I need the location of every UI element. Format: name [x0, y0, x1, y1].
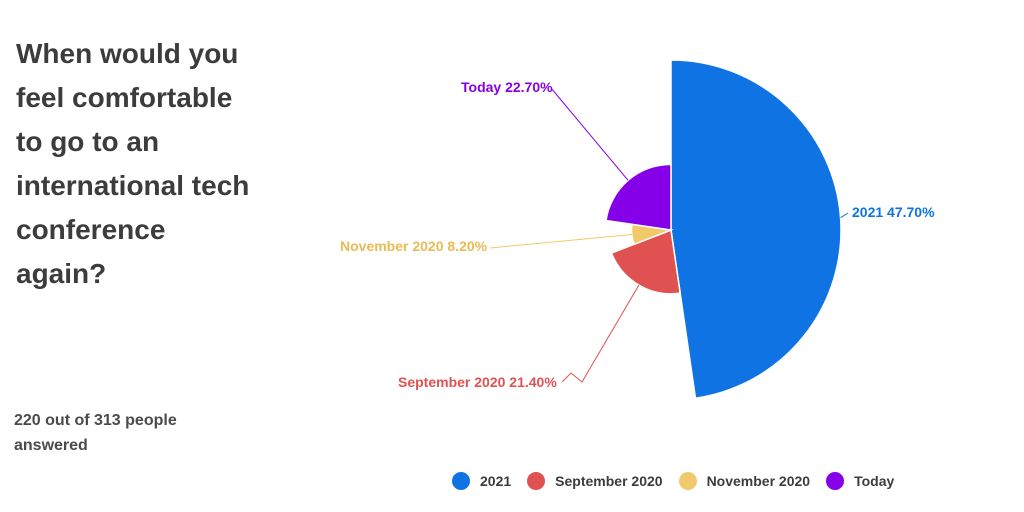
leader-line-2021	[840, 212, 849, 219]
data-label-september-2020: September 2020 21.40%	[398, 374, 557, 390]
question-title: When would you feel comfortable to go to…	[16, 38, 250, 289]
legend-label-today: Today	[854, 473, 895, 489]
leader-line-september-2020	[561, 284, 640, 383]
slice-september-2020[interactable]	[610, 228, 682, 295]
legend-label-september-2020: September 2020	[555, 473, 663, 489]
legend-item-2021[interactable]: 2021	[452, 472, 511, 490]
leader-line-today	[550, 87, 629, 181]
legend-swatch-today	[826, 472, 845, 490]
slice-2021[interactable]	[670, 59, 842, 400]
chart-legend: 2021 September 2020 November 2020 Today	[452, 472, 910, 490]
legend-swatch-september-2020	[527, 472, 546, 490]
legend-swatch-november-2020	[678, 472, 697, 490]
response-count: 220 out of 313 people answered	[14, 412, 177, 454]
legend-item-november-2020[interactable]: November 2020	[678, 472, 811, 490]
data-label-november-2020: November 2020 8.20%	[340, 238, 488, 254]
legend-item-today[interactable]: Today	[826, 472, 894, 490]
legend-label-2021: 2021	[480, 473, 512, 489]
leader-line-november-2020	[489, 233, 632, 249]
data-label-today: Today 22.70%	[461, 79, 553, 95]
legend-item-september-2020[interactable]: September 2020	[527, 472, 663, 490]
data-label-2021: 2021 47.70%	[852, 204, 935, 220]
slice-today[interactable]	[605, 163, 672, 231]
legend-swatch-2021	[452, 472, 470, 490]
legend-label-november-2020: November 2020	[706, 473, 811, 489]
